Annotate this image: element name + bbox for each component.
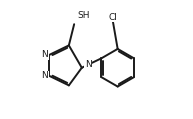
Text: N: N (41, 50, 48, 59)
Text: N: N (85, 60, 92, 69)
Text: SH: SH (77, 12, 90, 20)
Text: N: N (41, 72, 48, 80)
Text: Cl: Cl (108, 13, 117, 22)
